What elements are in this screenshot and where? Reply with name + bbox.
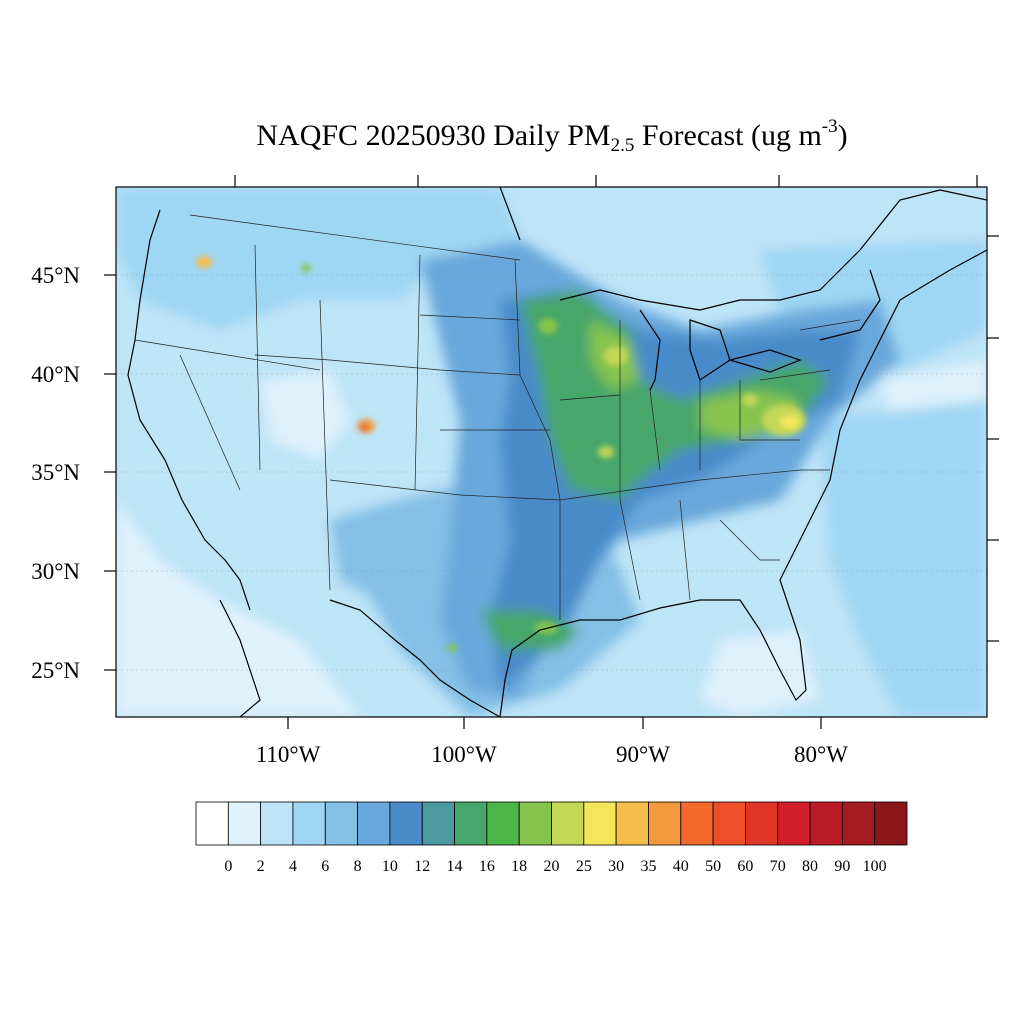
colorbar-label: 10 [382, 858, 398, 875]
axis-ticks [104, 175, 999, 729]
colorbar-label: 50 [705, 858, 721, 875]
colorbar-swatch [648, 801, 682, 846]
colorbar-label: 40 [673, 858, 689, 875]
colorbar-label: 6 [321, 858, 329, 875]
colorbar-swatch [874, 801, 908, 846]
lon-label: 110°W [256, 742, 321, 767]
colorbar-label: 14 [447, 858, 463, 875]
colorbar-swatch [486, 801, 520, 846]
colorbar-swatch [195, 801, 229, 846]
colorbar-labels: 0 2 4 6 8 10 12 14 16 18 20 25 30 35 40 50 60 70 80 90 100 [224, 858, 886, 875]
colorbar-label: 2 [257, 858, 265, 875]
colorbar-swatch [421, 801, 455, 846]
lat-label: 40°N [31, 362, 80, 387]
lat-label: 45°N [31, 263, 80, 288]
map-frame [115, 186, 988, 718]
colorbar-swatch [583, 801, 617, 846]
map-panel [104, 175, 999, 729]
pm25-field [116, 187, 987, 717]
colorbar-swatch [680, 801, 714, 846]
coastlines [127, 187, 987, 717]
colorbar-swatch [518, 801, 552, 846]
colorbar-swatch [454, 801, 488, 846]
colorbar-swatch [615, 801, 649, 846]
colorbar-label: 16 [479, 858, 495, 875]
colorbar-label: 20 [544, 858, 560, 875]
colorbar-swatch [777, 801, 811, 846]
colorbar-label: 12 [414, 858, 430, 875]
lat-label: 30°N [31, 559, 80, 584]
colorbar-swatch [712, 801, 746, 846]
colorbar-swatch [357, 801, 391, 846]
lon-label: 90°W [616, 742, 670, 767]
state-borders [134, 214, 861, 620]
lon-label: 80°W [794, 742, 848, 767]
longitude-labels: 110°W 100°W 90°W 80°W [256, 742, 849, 767]
colorbar-label: 4 [289, 858, 297, 875]
colorbar-label: 100 [863, 858, 887, 875]
colorbar-swatch [809, 801, 843, 846]
graticule [116, 274, 987, 671]
colorbar-label: 25 [576, 858, 592, 875]
colorbar-swatch [324, 801, 358, 846]
colorbar-label: 90 [834, 858, 850, 875]
colorbar-swatch [389, 801, 423, 846]
colorbar-swatch [841, 801, 876, 846]
colorbar-label: 70 [770, 858, 786, 875]
chart-title: NAQFC 20250930 Daily PM2.5 Forecast (ug … [256, 116, 847, 156]
lon-label: 100°W [431, 742, 497, 767]
lat-label: 25°N [31, 658, 80, 683]
colorbar-swatch [551, 801, 585, 846]
colorbar-label: 80 [802, 858, 818, 875]
colorbar-label: 35 [640, 858, 656, 875]
colorbar-label: 0 [224, 858, 232, 875]
colorbar-label: 60 [737, 858, 753, 875]
lat-label: 35°N [31, 460, 80, 485]
pm25-hotspots [196, 256, 806, 652]
colorbar-swatch [227, 801, 262, 846]
colorbar-label: 8 [354, 858, 362, 875]
colorbar-swatch [260, 801, 294, 846]
colorbar-label: 30 [608, 858, 624, 875]
colorbar [195, 801, 908, 846]
colorbar-swatch [745, 801, 779, 846]
latitude-labels: 45°N 40°N 35°N 30°N 25°N [31, 263, 80, 683]
colorbar-swatch [292, 801, 326, 846]
colorbar-label: 18 [511, 858, 527, 875]
